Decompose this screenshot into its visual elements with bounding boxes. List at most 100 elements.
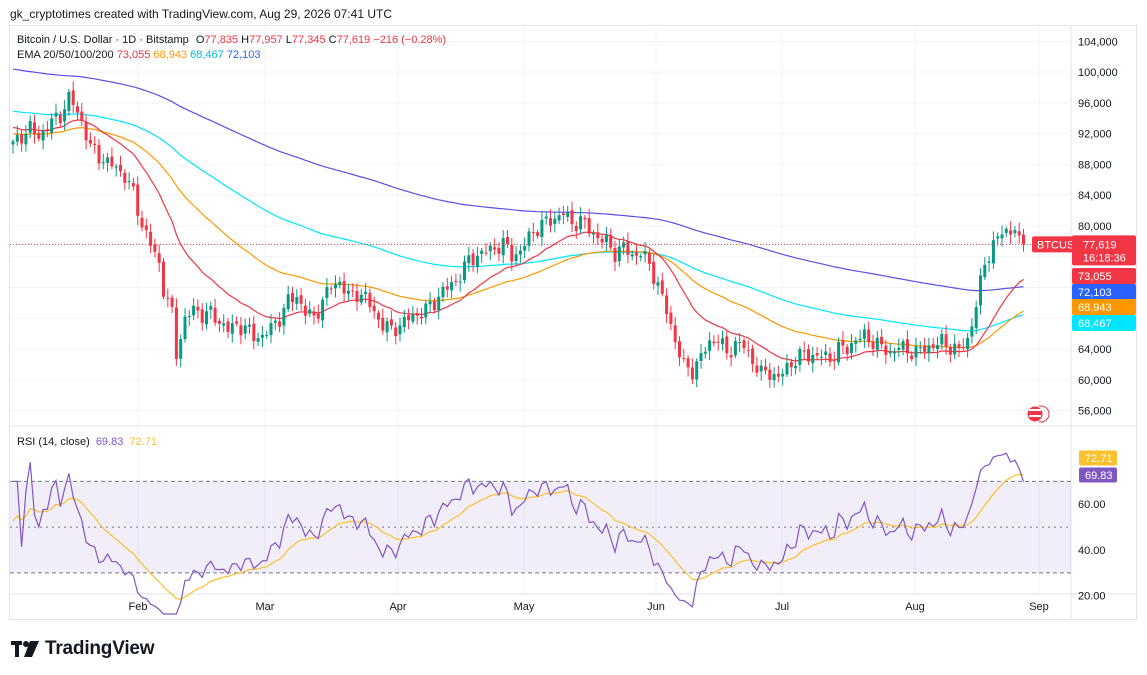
candle-body <box>377 312 380 320</box>
candle-body <box>682 358 686 360</box>
candle-body <box>604 235 608 243</box>
open-value: 77,835 <box>204 34 239 46</box>
candle-body <box>71 90 75 105</box>
rsi-value: 69.83 <box>95 436 124 448</box>
candle-body <box>106 157 110 163</box>
ema-label: EMA 20/50/100/200 <box>17 49 114 61</box>
candle-body <box>484 252 488 254</box>
ema100-price-tag-bg <box>1072 315 1136 331</box>
candle-body <box>557 215 561 221</box>
candle-body <box>402 316 406 328</box>
ema-legend[interactable]: EMA 20/50/100/200 73,055 68,943 68,467 7… <box>17 49 261 61</box>
candle-body <box>209 306 213 310</box>
candle-body <box>828 353 832 362</box>
candle-body <box>862 329 866 339</box>
candle-body <box>583 217 587 220</box>
candle-body <box>80 111 84 121</box>
candle-body <box>587 218 591 234</box>
candle-body <box>893 351 896 354</box>
candle-body <box>927 345 931 354</box>
candle-body <box>1013 230 1017 234</box>
candle-body <box>149 231 153 246</box>
candle-body <box>41 131 45 141</box>
rsi-tick-label: 60.00 <box>1078 499 1106 511</box>
candle-body <box>506 236 509 244</box>
candle-body <box>114 166 118 168</box>
candle-body <box>613 247 617 262</box>
candle-body <box>183 316 187 339</box>
ema200-price-tag: 72,103 <box>1072 284 1136 300</box>
rsi-ma-tag-text: 72.71 <box>1085 453 1113 465</box>
candle-body <box>923 345 927 352</box>
candle-body <box>110 156 114 167</box>
candle-body <box>652 261 656 284</box>
time-tick-label: May <box>514 601 535 613</box>
candle-body <box>63 109 67 122</box>
candle-body <box>222 323 226 326</box>
candle-body <box>424 303 428 318</box>
candle-body <box>217 320 221 324</box>
candle-body <box>690 367 694 380</box>
tradingview-logo-icon <box>11 641 39 657</box>
candle-body <box>764 366 767 371</box>
candle-body <box>359 294 363 303</box>
candle-body <box>88 139 92 144</box>
symbol-title: Bitcoin / U.S. Dollar · 1D · Bitstamp <box>17 34 189 46</box>
candle-body <box>617 246 621 262</box>
candle-body <box>970 326 974 337</box>
candle-body <box>329 288 333 290</box>
candle-body <box>445 286 449 290</box>
candle-body <box>394 327 398 337</box>
rsi-tick-label: 40.00 <box>1078 545 1106 557</box>
symbol-legend[interactable]: Bitcoin / U.S. Dollar · 1D · Bitstamp O7… <box>17 34 446 46</box>
price-tick-label: 64,000 <box>1078 344 1112 356</box>
candle-body <box>785 362 789 375</box>
candle-body <box>295 297 299 304</box>
candle-body <box>931 344 935 349</box>
candle-body <box>609 235 613 248</box>
candle-body <box>936 345 939 350</box>
candle-body <box>725 336 729 354</box>
candle-body <box>282 307 286 326</box>
candle-body <box>549 218 552 226</box>
candle-body <box>850 343 853 354</box>
candle-body <box>639 256 643 258</box>
tradingview-logo[interactable]: TradingView <box>11 638 155 660</box>
candle-body <box>901 341 905 350</box>
us-flag-stripe <box>1029 415 1041 417</box>
ema50-line <box>13 127 1024 349</box>
candle-body <box>798 349 802 365</box>
candle-body <box>316 313 320 319</box>
candle-body <box>742 340 746 349</box>
chart-canvas[interactable]: 104,000 100,000 96,000 92,000 88,000 84,000 80… <box>10 26 1136 619</box>
candle-body <box>432 300 436 311</box>
candle-body <box>471 253 475 266</box>
candle-body <box>630 254 634 257</box>
candle-body <box>196 306 200 311</box>
candle-body <box>123 172 127 183</box>
price-tick-label: 84,000 <box>1078 190 1112 202</box>
candle-body <box>488 245 492 252</box>
candle-body <box>428 301 432 305</box>
candle-body <box>665 295 669 315</box>
rsi-legend[interactable]: RSI (14, close) 69.83 72.71 <box>17 436 157 448</box>
candle-body <box>858 338 862 341</box>
candle-body <box>37 132 41 139</box>
candle-body <box>635 252 638 256</box>
candle-body <box>364 291 368 295</box>
candle-body <box>733 341 737 356</box>
time-tick-label: Sep <box>1029 601 1049 613</box>
candle-body <box>983 264 987 278</box>
ema50-value: 68,943 <box>153 49 188 61</box>
ema200-value: 72,103 <box>226 49 261 61</box>
candle-body <box>592 233 595 235</box>
us-flag-stripe <box>1029 409 1041 411</box>
candle-body <box>157 253 161 263</box>
candle-body <box>781 373 785 377</box>
candle-body <box>918 347 922 349</box>
ema200-line <box>12 68 1024 292</box>
candle-body <box>239 325 243 336</box>
low-value: 77,345 <box>291 34 326 46</box>
last-price-tag-bg <box>1072 235 1136 266</box>
btcusd-symbol-tag: BTCUSD <box>1032 236 1082 253</box>
